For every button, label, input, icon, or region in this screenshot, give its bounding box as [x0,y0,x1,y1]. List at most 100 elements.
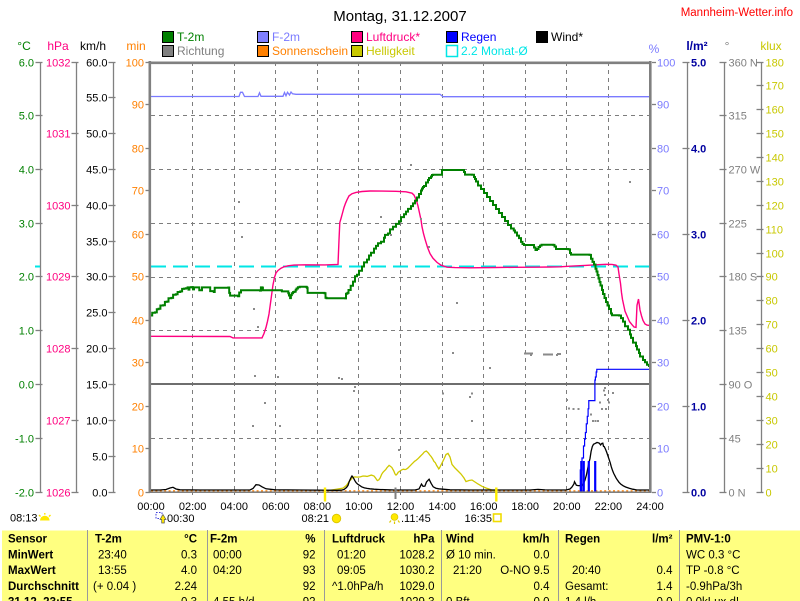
svg-text:90: 90 [132,100,144,112]
svg-text:1026: 1026 [46,488,70,500]
svg-text:50: 50 [132,272,144,284]
svg-text:160: 160 [766,105,784,117]
svg-text:WC 0.3 °C: WC 0.3 °C [686,549,740,561]
svg-text:Sonnenschein: Sonnenschein [272,44,348,58]
svg-text:360 N: 360 N [729,58,758,70]
svg-text:F-2m: F-2m [272,30,300,44]
svg-text:60: 60 [766,344,778,356]
svg-text:130: 130 [766,177,784,189]
svg-text:1028.2: 1028.2 [399,549,434,561]
svg-text:04:00: 04:00 [220,501,248,513]
svg-text:1029: 1029 [46,272,70,284]
svg-text:0.0: 0.0 [534,597,550,601]
svg-text:3.0: 3.0 [691,230,706,242]
svg-text:1030.2: 1030.2 [399,565,434,577]
svg-text:4.0: 4.0 [181,565,197,577]
svg-text:km/h: km/h [523,534,550,546]
svg-text:80: 80 [657,144,669,156]
svg-text:-0.9hPa/3h: -0.9hPa/3h [686,581,742,593]
svg-text:2.0: 2.0 [19,272,34,284]
svg-text:Richtung: Richtung [177,44,224,58]
svg-text:1.0: 1.0 [19,326,34,338]
svg-text:06:00: 06:00 [262,501,290,513]
svg-text:Wind*: Wind* [551,30,583,44]
svg-text:6.0: 6.0 [19,58,34,70]
svg-text:2.0: 2.0 [691,316,706,328]
svg-text:00:00: 00:00 [137,501,165,513]
svg-text:270 W: 270 W [729,165,761,177]
svg-text:2.2 Monat-Ø: 2.2 Monat-Ø [461,44,528,58]
svg-text:1030: 1030 [46,201,70,213]
svg-text:16:35: 16:35 [464,513,492,525]
svg-text:180 S: 180 S [729,272,758,284]
svg-text:180: 180 [766,58,784,70]
svg-text:50: 50 [766,368,778,380]
svg-text:Sensor: Sensor [8,534,48,546]
svg-text:150: 150 [766,129,784,141]
svg-text:08:13: 08:13 [10,513,38,525]
svg-text:Gesamt:: Gesamt: [565,581,608,593]
svg-text:1031: 1031 [46,129,70,141]
svg-text:08:21: 08:21 [301,513,329,525]
svg-text:°C: °C [184,534,197,546]
svg-text:1029.0: 1029.0 [399,581,434,593]
svg-text:4.0: 4.0 [19,165,34,177]
svg-text:135: 135 [729,326,747,338]
svg-text:40.0: 40.0 [86,201,107,213]
svg-text:0.0: 0.0 [534,549,550,561]
svg-text:%: % [649,42,660,56]
svg-text:0: 0 [657,488,663,500]
svg-text:21:20: 21:20 [453,565,482,577]
svg-text:°C: °C [17,39,31,53]
svg-text:70: 70 [132,186,144,198]
svg-text:Regen: Regen [565,534,600,546]
svg-text:5.0: 5.0 [691,58,706,70]
svg-text:hPa: hPa [47,39,69,53]
svg-text:Montag, 31.12.2007: Montag, 31.12.2007 [333,8,466,25]
svg-text:0.4: 0.4 [534,581,551,593]
svg-text:^1.0hPa/h: ^1.0hPa/h [332,581,383,593]
svg-text:24:00: 24:00 [636,501,664,513]
svg-text:08:00: 08:00 [304,501,332,513]
svg-text:MinWert: MinWert [8,549,53,561]
svg-text:60: 60 [132,230,144,242]
svg-text:90: 90 [766,272,778,284]
svg-text:1028: 1028 [46,344,70,356]
svg-text:90: 90 [657,100,669,112]
svg-text:55.0: 55.0 [86,93,107,105]
svg-text:110: 110 [766,225,784,237]
svg-text:80: 80 [132,144,144,156]
svg-text:30: 30 [132,358,144,370]
svg-text:45: 45 [729,434,741,446]
svg-text:60: 60 [657,230,669,242]
svg-text:315: 315 [729,111,747,123]
svg-text:01:20: 01:20 [337,549,366,561]
svg-text:1027: 1027 [46,416,70,428]
svg-text:°: ° [725,39,730,53]
svg-text:0.3: 0.3 [181,597,197,601]
svg-text:80: 80 [766,296,778,308]
svg-text:T-2m: T-2m [177,30,204,44]
svg-text:23:40: 23:40 [98,549,127,561]
svg-text:12:00: 12:00 [387,501,415,513]
svg-text:TP -0.8 °C: TP -0.8 °C [686,565,740,577]
svg-text:50: 50 [657,272,669,284]
svg-text:20: 20 [657,402,669,414]
svg-text:20:40: 20:40 [572,565,601,577]
svg-text:0: 0 [138,488,144,500]
svg-text:20: 20 [766,440,778,452]
svg-text:00:00: 00:00 [213,549,242,561]
svg-text:100: 100 [766,249,784,261]
svg-text:14:00: 14:00 [428,501,456,513]
svg-text:Regen: Regen [461,30,496,44]
svg-text:1.4 l/h: 1.4 l/h [565,597,596,601]
svg-text:20.0: 20.0 [86,344,107,356]
svg-text:-2.0: -2.0 [15,488,34,500]
svg-text:70: 70 [657,186,669,198]
svg-text:Luftdruck*: Luftdruck* [366,30,420,44]
svg-text:100: 100 [126,58,144,70]
svg-text:2.24: 2.24 [175,581,198,593]
svg-text:13:55: 13:55 [98,565,127,577]
svg-text:Luftdruck: Luftdruck [332,534,386,546]
svg-text:0.0: 0.0 [19,380,34,392]
